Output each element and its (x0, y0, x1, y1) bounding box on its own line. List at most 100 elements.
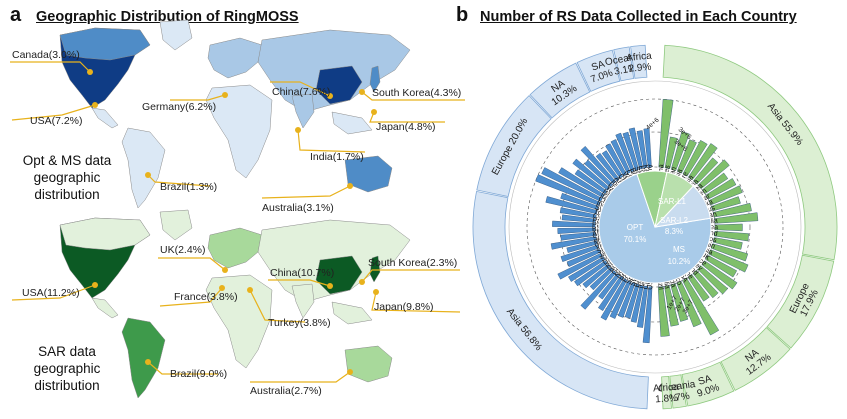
japan-shape (369, 65, 381, 93)
europe-shape (207, 37, 263, 79)
sar-bar (714, 230, 749, 242)
opt-bar (597, 275, 624, 312)
opt-bar (560, 231, 596, 241)
panel-b-letter: b (456, 4, 469, 26)
leader-line (11, 104, 96, 121)
sar-bar (693, 157, 719, 185)
location-dot (87, 69, 93, 75)
opt-bar (580, 146, 617, 185)
opt-bar (566, 240, 598, 253)
opt-bar (610, 139, 631, 174)
opt-bar (574, 260, 608, 287)
axis-tick-label: 4e+6 (645, 117, 661, 132)
location-dot (327, 283, 333, 289)
opt-bar (584, 159, 613, 188)
continent-label-line: Africa (626, 51, 653, 64)
opt-bar (600, 278, 628, 321)
africa-shape (205, 84, 273, 179)
map-label: UK(2.4%) (160, 244, 206, 256)
sar-bar (712, 237, 743, 250)
sar-bar (697, 265, 729, 295)
sar-bar (676, 280, 702, 328)
africa-shape (205, 274, 273, 369)
opt-continent-band (529, 62, 591, 119)
south-america-shape (121, 317, 166, 399)
panel-a-title: Geographic Distribution of RingMOSS (36, 9, 299, 25)
australia-shape (344, 345, 393, 383)
sar-bar (701, 260, 738, 290)
opt-ms-map: Canada(3.0%) China(7.6%) South Korea(4.3%)… (10, 19, 465, 214)
map-label: France(3.8%) (174, 291, 238, 303)
map-label: Japan(4.8%) (376, 121, 436, 133)
map-label: South Korea(4.3%) (372, 87, 461, 99)
guide-circle (526, 98, 784, 356)
map-label: Canada(3.0%) (12, 49, 80, 61)
leader-line (10, 61, 91, 73)
opt-bar (559, 207, 597, 219)
location-dot (92, 102, 98, 108)
opt-ms-caption-line: Opt & MS data (22, 153, 112, 168)
opt-bar (636, 130, 648, 169)
opt-bar (568, 256, 606, 282)
canada-shape (59, 27, 151, 61)
sar-bar (658, 99, 674, 168)
continent-label-line: 2.7% (666, 391, 690, 405)
opt-ms-caption-line: geographic (33, 170, 101, 185)
central-america-shape (91, 297, 119, 319)
sar-bar (714, 223, 743, 232)
location-dot (145, 172, 151, 178)
leader-line (158, 257, 226, 271)
opt-bar (541, 167, 603, 202)
pie-label: SAR-L1 (658, 197, 687, 206)
opt-ms-caption-line: distribution (34, 187, 100, 202)
outer-guide (508, 80, 802, 374)
opt-continent-band (613, 46, 635, 82)
map-label: Australia(3.1%) (262, 202, 334, 214)
opt-bar (566, 248, 601, 267)
greenland-shape (159, 19, 193, 51)
leader-line (369, 111, 445, 123)
opt-bar (630, 284, 644, 323)
sar-caption: SAR data geographic distribution (12, 343, 122, 394)
sar-bar (676, 139, 697, 174)
sar-bar (664, 136, 678, 170)
location-dot (373, 289, 379, 295)
opt-bar (589, 267, 614, 291)
leader-line (261, 185, 351, 199)
leader-line (170, 94, 226, 101)
south-america-shape (121, 127, 166, 209)
greenland-shape (159, 209, 193, 241)
central-america-shape (91, 107, 119, 129)
sar-continent-band (669, 374, 687, 409)
sar-bar (710, 243, 749, 262)
leader-line (159, 287, 223, 307)
sar-bar (682, 140, 708, 177)
pie-label: SAR-L2 (660, 216, 689, 225)
location-dot (247, 287, 253, 293)
sar-bar (670, 283, 689, 322)
opt-bar (550, 236, 597, 250)
location-dot (219, 285, 225, 291)
guide-circle (559, 131, 751, 323)
location-dot (371, 109, 377, 115)
panel-a-letter: a (10, 4, 22, 26)
opt-ms-caption: Opt & MS data geographic distribution (12, 152, 122, 203)
world-maps: Canada(3.0%) China(7.6%) South Korea(4.3%)… (10, 19, 465, 399)
leader-line (371, 291, 461, 313)
map-label: Australia(2.7%) (250, 385, 322, 397)
opt-bar (557, 227, 596, 234)
leader-line (147, 174, 211, 187)
continent-label-line: SA (590, 59, 607, 74)
sar-bar (657, 286, 670, 337)
leader-line (11, 284, 96, 301)
southeast-asia-shape (331, 111, 373, 135)
leader-line (270, 81, 331, 97)
sar-continent-label: Africa1.8% (653, 382, 680, 406)
pie-label: 10.2% (668, 257, 691, 266)
opt-bar (609, 280, 632, 319)
pie-label: 8.3% (665, 227, 683, 236)
opt-bar (582, 263, 611, 289)
sar-bar (712, 202, 752, 218)
opt-bar (545, 196, 598, 215)
continent-label-line: 3.1% (613, 63, 638, 78)
